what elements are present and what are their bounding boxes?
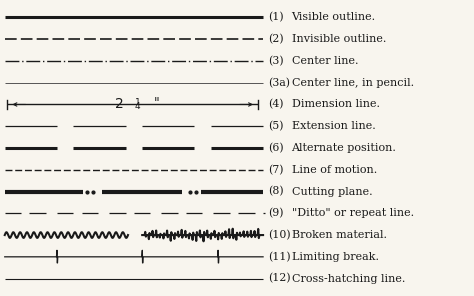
Text: (4): (4) [268, 99, 283, 110]
Text: $2$: $2$ [114, 97, 123, 111]
Text: "Ditto" or repeat line.: "Ditto" or repeat line. [292, 208, 414, 218]
Text: (11): (11) [268, 252, 291, 262]
Text: (2): (2) [268, 34, 283, 44]
Text: $4$: $4$ [134, 100, 141, 111]
Text: (9): (9) [268, 208, 283, 218]
Text: (5): (5) [268, 121, 283, 131]
Text: (1): (1) [268, 12, 283, 22]
Text: (6): (6) [268, 143, 283, 153]
Text: Broken material.: Broken material. [292, 230, 386, 240]
Text: Limiting break.: Limiting break. [292, 252, 379, 262]
Text: Visible outline.: Visible outline. [292, 12, 375, 22]
Text: ": " [154, 97, 160, 110]
Text: $1$: $1$ [134, 96, 141, 107]
Text: (10): (10) [268, 230, 291, 240]
Text: Center line.: Center line. [292, 56, 358, 66]
Text: Center line, in pencil.: Center line, in pencil. [292, 78, 414, 88]
Text: (12): (12) [268, 274, 291, 284]
Text: Cross-hatching line.: Cross-hatching line. [292, 274, 405, 284]
Text: Alternate position.: Alternate position. [292, 143, 396, 153]
Text: Cutting plane.: Cutting plane. [292, 186, 372, 197]
Text: Invisible outline.: Invisible outline. [292, 34, 386, 44]
Text: Line of motion.: Line of motion. [292, 165, 377, 175]
Text: (3a): (3a) [268, 78, 290, 88]
Text: (3): (3) [268, 56, 283, 66]
Text: (7): (7) [268, 165, 283, 175]
Text: Extension line.: Extension line. [292, 121, 375, 131]
Text: (8): (8) [268, 186, 283, 197]
Text: Dimension line.: Dimension line. [292, 99, 380, 110]
